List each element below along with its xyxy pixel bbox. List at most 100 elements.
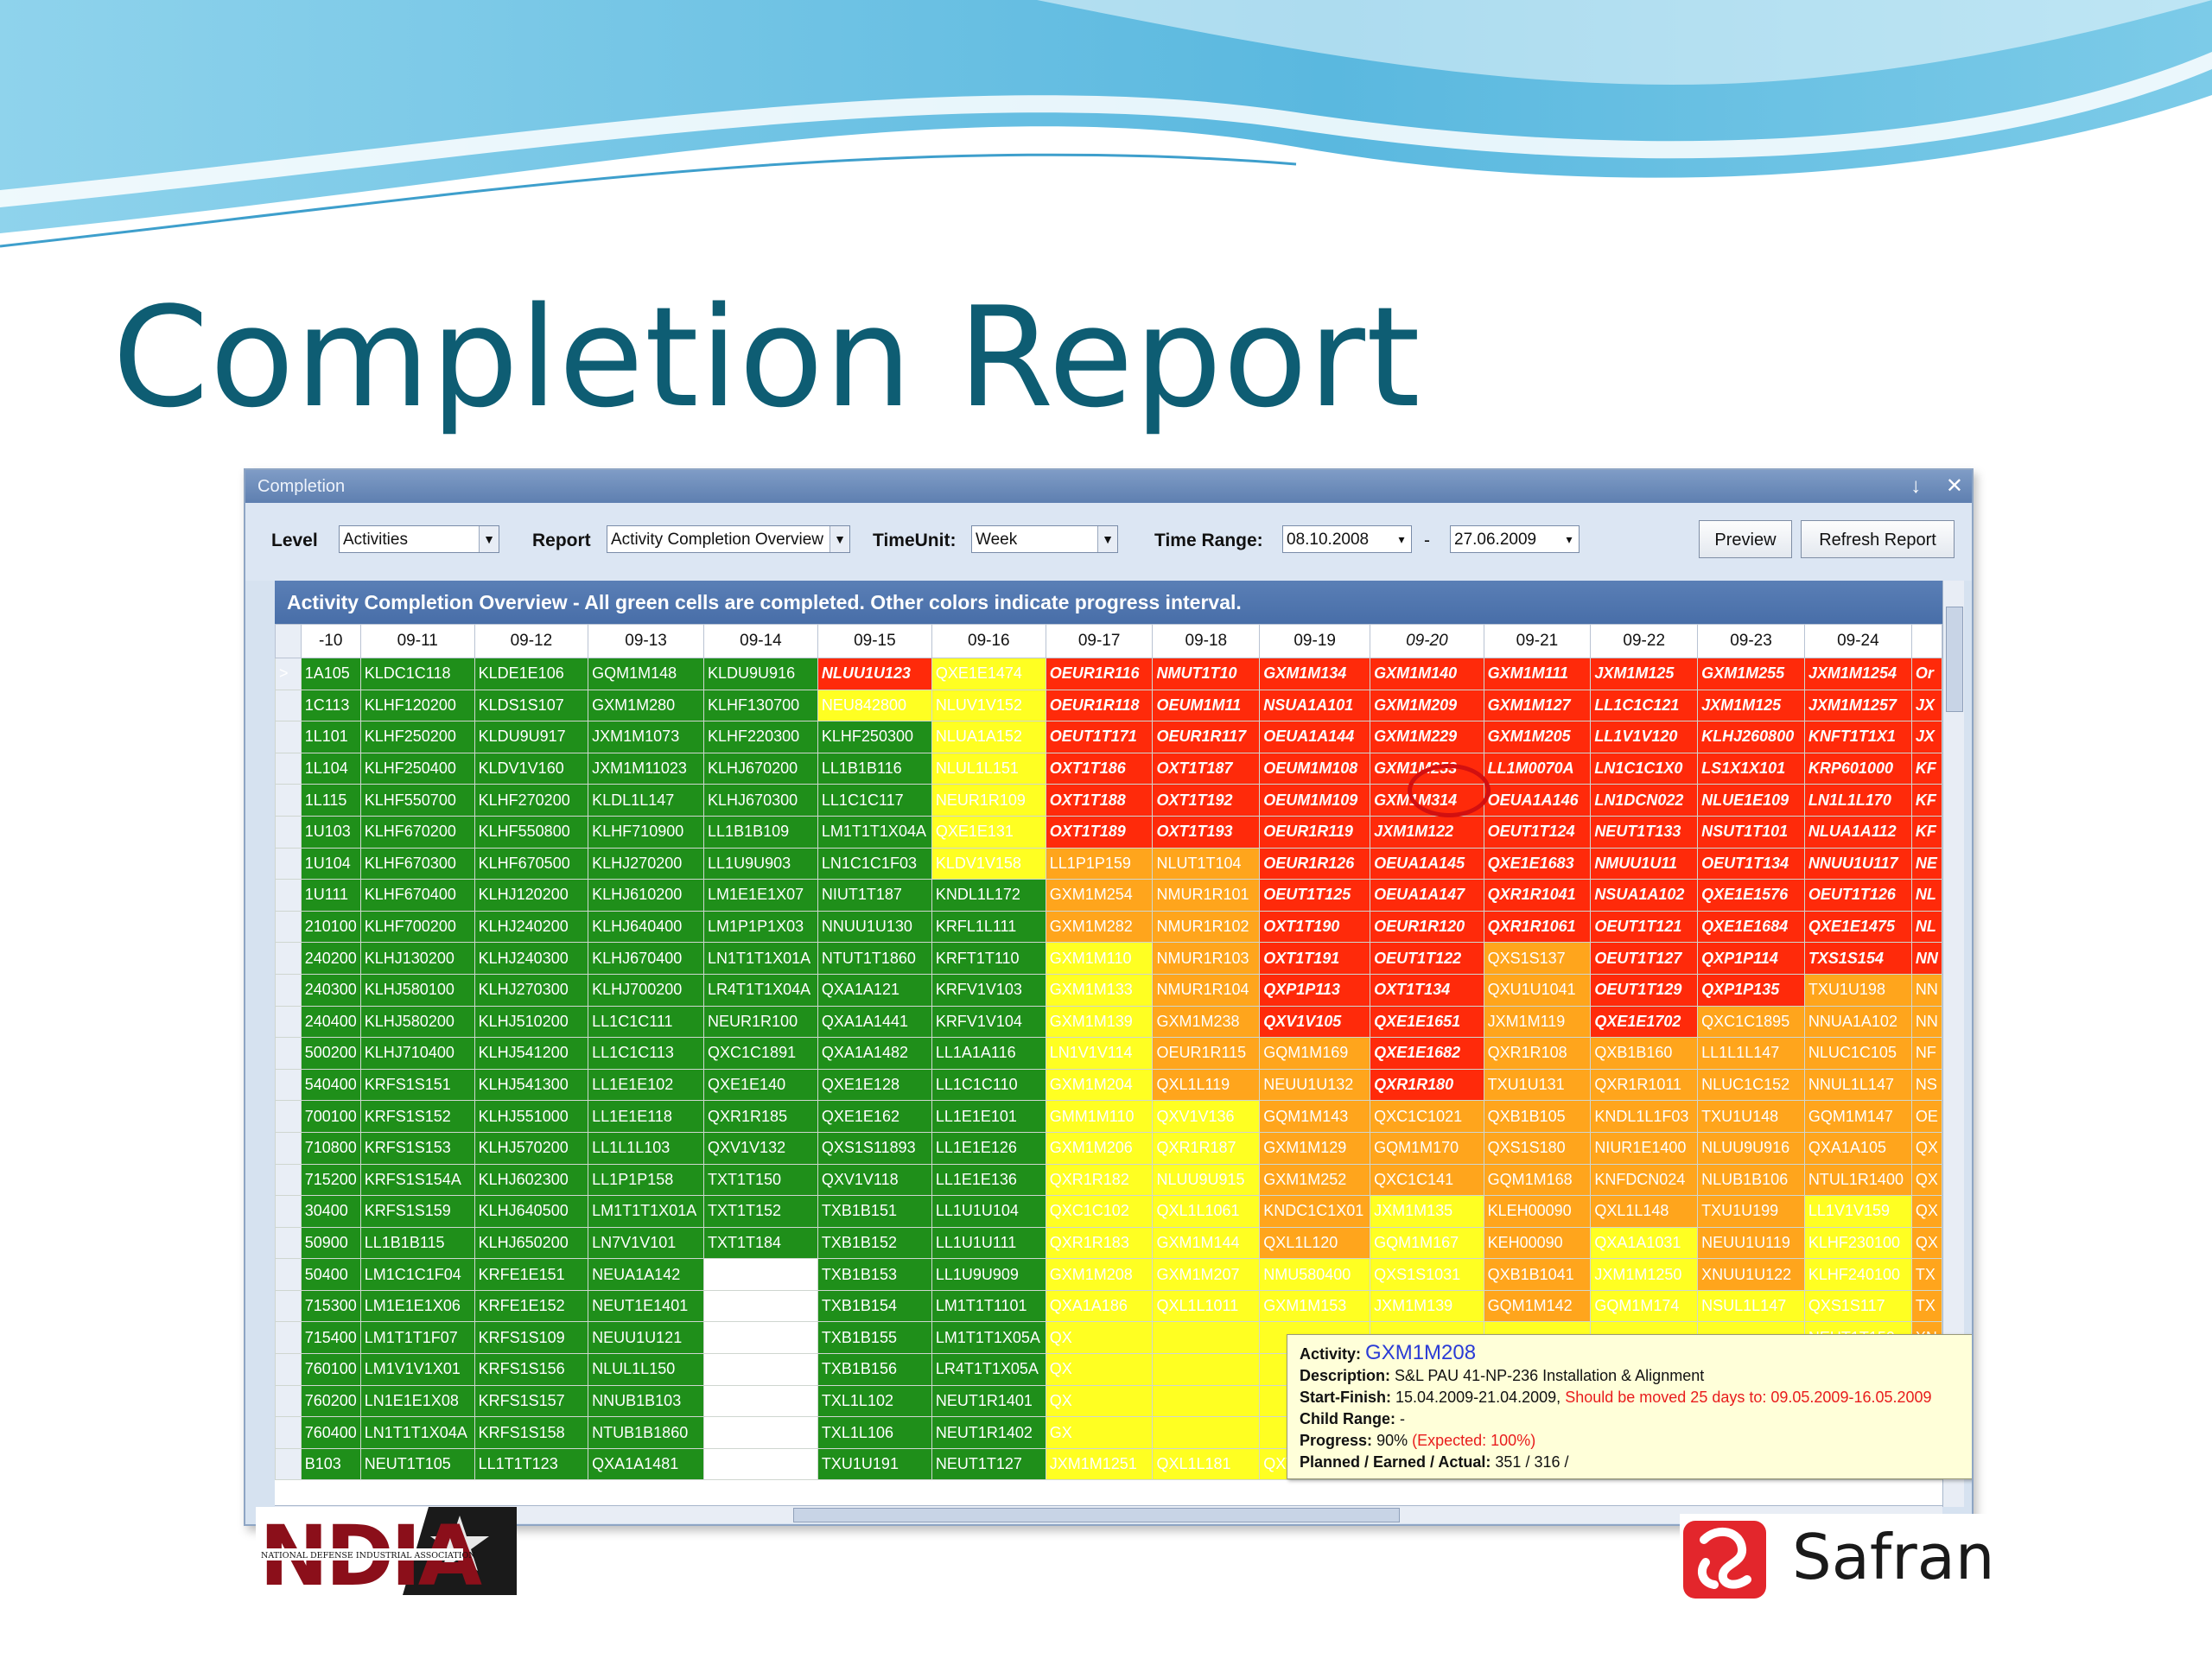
activity-cell[interactable]: JXM1M119: [1483, 1005, 1592, 1039]
activity-cell[interactable]: GXM1M110: [1045, 942, 1154, 975]
activity-cell[interactable]: OEUA1A147: [1370, 879, 1484, 912]
row-selector[interactable]: [275, 1163, 302, 1197]
activity-cell[interactable]: JXM1M11023: [588, 752, 705, 785]
activity-cell[interactable]: GXM1M208: [1045, 1258, 1154, 1291]
activity-cell[interactable]: KRFV1V104: [931, 1005, 1046, 1039]
close-icon[interactable]: ✕: [1945, 474, 1963, 498]
activity-cell[interactable]: QX: [1910, 1195, 1942, 1228]
activity-cell[interactable]: 1U103: [300, 815, 361, 849]
activity-cell[interactable]: 715400: [300, 1321, 361, 1355]
activity-cell[interactable]: LL1U9U909: [931, 1258, 1046, 1291]
row-selector[interactable]: [275, 721, 302, 753]
activity-cell[interactable]: 240300: [300, 973, 361, 1007]
activity-cell[interactable]: KNFT1T1X1: [1803, 721, 1912, 753]
activity-cell[interactable]: QXA1A105: [1803, 1131, 1912, 1165]
activity-cell[interactable]: QXR1R1061: [1483, 910, 1592, 944]
activity-cell[interactable]: GXM1M209: [1370, 689, 1484, 722]
scroll-thumb[interactable]: [793, 1508, 1400, 1522]
row-selector[interactable]: [275, 942, 302, 975]
activity-cell[interactable]: GXM1M254: [1045, 879, 1154, 912]
row-selector[interactable]: [275, 910, 302, 944]
table-row[interactable]: 1C113 KLHF120200 KLDS1S107 GXM1M280 KLHF1307…: [275, 689, 1942, 722]
activity-cell[interactable]: OEUR1R116: [1045, 658, 1154, 690]
activity-cell[interactable]: KLHJ670400: [588, 942, 705, 975]
activity-cell[interactable]: GXM1M282: [1045, 910, 1154, 944]
column-header[interactable]: 09-24: [1803, 624, 1912, 658]
activity-cell[interactable]: QX: [1910, 1226, 1942, 1260]
activity-cell[interactable]: QXE1E1702: [1590, 1005, 1699, 1039]
chevron-down-icon[interactable]: ▼: [830, 526, 849, 552]
chevron-down-icon[interactable]: ▼: [1097, 526, 1117, 552]
activity-cell[interactable]: QXR1R187: [1152, 1131, 1261, 1165]
activity-cell[interactable]: KLHF220300: [703, 721, 818, 753]
activity-cell[interactable]: KLHJ551000: [474, 1100, 589, 1133]
activity-cell[interactable]: NTUB1B1860: [588, 1416, 705, 1449]
activity-cell[interactable]: LL1U1U104: [931, 1195, 1046, 1228]
activity-cell[interactable]: KLHF670200: [359, 815, 475, 849]
row-selector[interactable]: [275, 1037, 302, 1070]
activity-cell[interactable]: QX: [1910, 1131, 1942, 1165]
table-row[interactable]: 1L101 KLHF250200 KLDU9U917 JXM1M1073 KLHF220…: [275, 721, 1942, 753]
activity-cell[interactable]: NLUL1L151: [931, 752, 1046, 785]
activity-cell[interactable]: KF: [1910, 815, 1942, 849]
activity-cell[interactable]: KRFT1T110: [931, 942, 1046, 975]
activity-cell[interactable]: OXT1T187: [1152, 752, 1261, 785]
activity-cell[interactable]: KLHF710900: [588, 815, 705, 849]
activity-cell[interactable]: OEUR1R119: [1259, 815, 1371, 849]
activity-cell[interactable]: KLHJ240200: [474, 910, 589, 944]
activity-cell[interactable]: KRFE1E151: [474, 1258, 589, 1291]
activity-cell[interactable]: [1152, 1353, 1261, 1386]
horizontal-scrollbar[interactable]: [275, 1505, 1942, 1523]
activity-cell[interactable]: GQM1M148: [588, 658, 705, 690]
row-selector[interactable]: [275, 1258, 302, 1291]
activity-cell[interactable]: TXU1U199: [1697, 1195, 1805, 1228]
activity-cell[interactable]: TXB1B153: [817, 1258, 932, 1291]
table-row[interactable]: 500200 KLHJ710400 KLHJ541200 LL1C1C113 QXC1C…: [275, 1037, 1942, 1070]
activity-cell[interactable]: LL1E1E136: [931, 1163, 1046, 1197]
activity-cell[interactable]: NLUU9U915: [1152, 1163, 1261, 1197]
activity-cell[interactable]: QXB1B160: [1590, 1037, 1699, 1070]
activity-cell[interactable]: QX: [1045, 1384, 1154, 1418]
activity-cell[interactable]: NEUU1U132: [1259, 1068, 1371, 1102]
activity-cell[interactable]: LL1C1C110: [931, 1068, 1046, 1102]
activity-cell[interactable]: QXE1E128: [817, 1068, 932, 1102]
activity-cell[interactable]: LR4T1T1X04A: [703, 973, 818, 1007]
activity-cell[interactable]: LL1E1E118: [588, 1100, 705, 1133]
table-row[interactable]: 30400 KRFS1S159 KLHJ640500 LM1T1T1X01A TXT1T…: [275, 1195, 1942, 1228]
activity-cell[interactable]: [703, 1321, 818, 1355]
table-row[interactable]: 210100 KLHF700200 KLHJ240200 KLHJ640400 LM1P…: [275, 910, 1942, 944]
activity-cell[interactable]: QXP1P135: [1697, 973, 1805, 1007]
activity-cell[interactable]: NSUA1A102: [1590, 879, 1699, 912]
activity-cell[interactable]: KNFDCN024: [1590, 1163, 1699, 1197]
activity-cell[interactable]: [703, 1416, 818, 1449]
activity-cell[interactable]: KLDE1E106: [474, 658, 589, 690]
activity-cell[interactable]: NLUA1A112: [1803, 815, 1912, 849]
activity-cell[interactable]: JXM1M135: [1370, 1195, 1484, 1228]
activity-cell[interactable]: QXL1L119: [1152, 1068, 1261, 1102]
activity-cell[interactable]: NL: [1910, 879, 1942, 912]
activity-cell[interactable]: NMUR1R104: [1152, 973, 1261, 1007]
table-row[interactable]: 240200 KLHJ130200 KLHJ240300 KLHJ670400 LN1T…: [275, 942, 1942, 975]
activity-cell[interactable]: NNUA1A102: [1803, 1005, 1912, 1039]
activity-cell[interactable]: NEUA1A142: [588, 1258, 705, 1291]
activity-cell[interactable]: GXM1M206: [1045, 1131, 1154, 1165]
activity-cell[interactable]: QXC1C141: [1370, 1163, 1484, 1197]
activity-cell[interactable]: GXM1M133: [1045, 973, 1154, 1007]
activity-cell[interactable]: QXR1R108: [1483, 1037, 1592, 1070]
activity-cell[interactable]: NEUT1T133: [1590, 815, 1699, 849]
activity-cell[interactable]: QXE1E1576: [1697, 879, 1805, 912]
activity-cell[interactable]: KLHJ580100: [359, 973, 475, 1007]
column-header[interactable]: [1910, 624, 1942, 658]
table-row[interactable]: 50900 LL1B1B115 KLHJ650200 LN7V1V101 TXT1T18…: [275, 1226, 1942, 1260]
activity-cell[interactable]: GXM1M139: [1045, 1005, 1154, 1039]
column-header[interactable]: 09-21: [1483, 624, 1592, 658]
activity-cell[interactable]: LM1T1T1X01A: [588, 1195, 705, 1228]
activity-cell[interactable]: LL1A1A116: [931, 1037, 1046, 1070]
column-header[interactable]: 09-12: [474, 624, 589, 658]
activity-cell[interactable]: OEUT1T126: [1803, 879, 1912, 912]
column-header[interactable]: 09-15: [817, 624, 932, 658]
activity-cell[interactable]: NL: [1910, 910, 1942, 944]
activity-cell[interactable]: TXT1T150: [703, 1163, 818, 1197]
activity-cell[interactable]: GQM1M174: [1590, 1289, 1699, 1323]
activity-cell[interactable]: GQM1M142: [1483, 1289, 1592, 1323]
